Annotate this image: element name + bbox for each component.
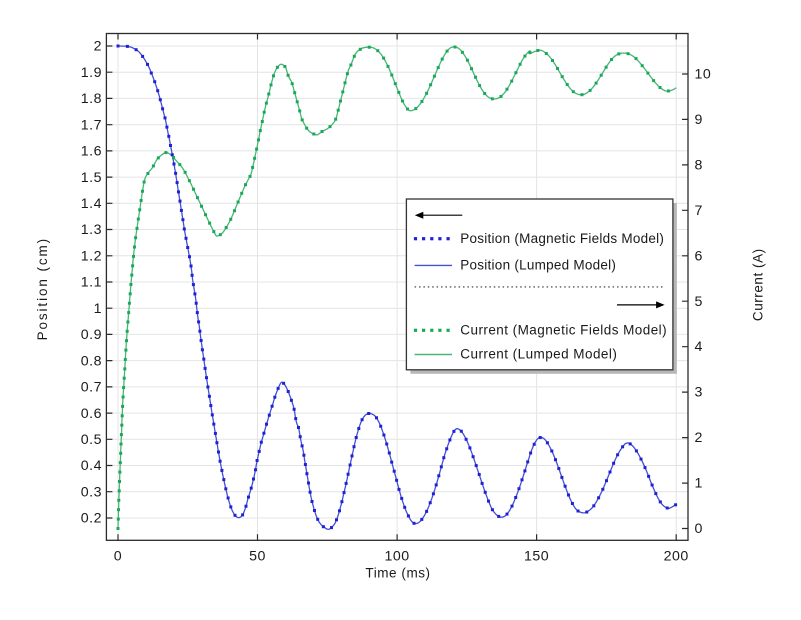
svg-text:0.8: 0.8 bbox=[81, 353, 102, 369]
svg-text:Position (Magnetic Fields Mode: Position (Magnetic Fields Model) bbox=[460, 231, 664, 246]
svg-text:5: 5 bbox=[695, 294, 703, 310]
svg-text:4: 4 bbox=[695, 339, 703, 355]
svg-text:1.8: 1.8 bbox=[81, 91, 102, 107]
svg-text:0.7: 0.7 bbox=[81, 380, 102, 396]
svg-text:1.1: 1.1 bbox=[81, 275, 102, 291]
svg-text:Current (Lumped Model): Current (Lumped Model) bbox=[460, 347, 617, 362]
svg-text:Position (cm): Position (cm) bbox=[35, 237, 50, 340]
svg-text:1.5: 1.5 bbox=[81, 170, 102, 186]
svg-text:1.9: 1.9 bbox=[81, 65, 102, 81]
svg-text:2: 2 bbox=[695, 430, 703, 446]
svg-text:8: 8 bbox=[695, 157, 703, 173]
svg-text:1.4: 1.4 bbox=[81, 196, 102, 212]
svg-text:50: 50 bbox=[249, 549, 266, 565]
svg-text:150: 150 bbox=[524, 549, 549, 565]
svg-text:6: 6 bbox=[695, 248, 703, 264]
svg-text:1.7: 1.7 bbox=[81, 117, 102, 133]
svg-text:Position (Lumped Model): Position (Lumped Model) bbox=[460, 258, 616, 273]
svg-text:1.3: 1.3 bbox=[81, 222, 102, 238]
svg-text:Time (ms): Time (ms) bbox=[365, 565, 430, 580]
svg-text:1: 1 bbox=[695, 476, 703, 492]
svg-text:0.9: 0.9 bbox=[81, 327, 102, 343]
svg-text:1: 1 bbox=[94, 301, 102, 317]
svg-text:200: 200 bbox=[664, 549, 689, 565]
svg-text:1.6: 1.6 bbox=[81, 144, 102, 160]
svg-text:3: 3 bbox=[695, 385, 703, 401]
svg-text:0.2: 0.2 bbox=[81, 511, 102, 527]
svg-text:Current (A): Current (A) bbox=[751, 248, 766, 321]
svg-text:9: 9 bbox=[695, 112, 703, 128]
svg-text:0.6: 0.6 bbox=[81, 406, 102, 422]
svg-text:0.3: 0.3 bbox=[81, 484, 102, 500]
svg-text:0.5: 0.5 bbox=[81, 432, 102, 448]
svg-text:1.2: 1.2 bbox=[81, 249, 102, 265]
svg-text:100: 100 bbox=[385, 549, 410, 565]
svg-text:0.4: 0.4 bbox=[81, 458, 102, 474]
svg-text:10: 10 bbox=[695, 67, 712, 83]
svg-text:0: 0 bbox=[114, 549, 122, 565]
svg-text:Current (Magnetic Fields Model: Current (Magnetic Fields Model) bbox=[460, 323, 667, 338]
svg-text:7: 7 bbox=[695, 203, 703, 219]
svg-text:2: 2 bbox=[94, 39, 102, 55]
svg-text:0: 0 bbox=[695, 521, 703, 537]
